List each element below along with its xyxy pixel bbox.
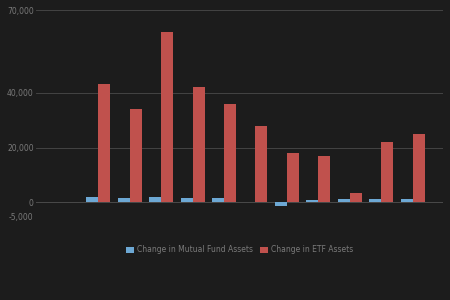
- Bar: [193, 87, 205, 202]
- Bar: [86, 197, 99, 202]
- Bar: [413, 134, 424, 202]
- Bar: [130, 109, 142, 202]
- Legend: Change in Mutual Fund Assets, Change in ETF Assets: Change in Mutual Fund Assets, Change in …: [123, 242, 356, 257]
- Bar: [338, 199, 350, 202]
- Bar: [318, 156, 330, 202]
- Bar: [350, 193, 362, 202]
- Bar: [256, 126, 267, 202]
- Bar: [118, 198, 130, 202]
- Bar: [180, 198, 193, 202]
- Bar: [369, 199, 381, 202]
- Bar: [287, 153, 299, 202]
- Bar: [212, 198, 224, 202]
- Bar: [400, 199, 413, 202]
- Bar: [99, 85, 110, 202]
- Bar: [161, 32, 173, 202]
- Bar: [381, 142, 393, 202]
- Bar: [306, 200, 318, 202]
- Bar: [149, 197, 161, 202]
- Bar: [275, 202, 287, 206]
- Bar: [224, 104, 236, 202]
